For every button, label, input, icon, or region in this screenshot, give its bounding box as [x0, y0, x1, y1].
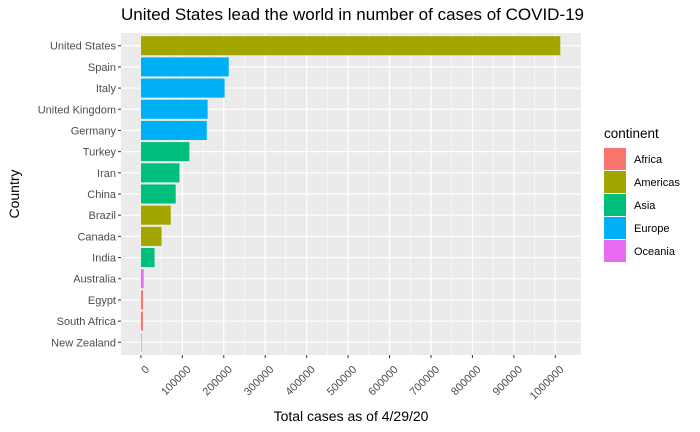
bar-australia — [140, 269, 144, 289]
y-tick-label: South Africa — [57, 316, 117, 328]
x-tick-label: 1000000 — [528, 364, 567, 403]
legend-key-americas — [604, 171, 626, 193]
y-tick-label: New Zealand — [51, 337, 116, 349]
bar-egypt — [140, 290, 144, 310]
x-axis-title: Total cases as of 4/29/20 — [274, 408, 429, 424]
bar-united-kingdom — [140, 99, 208, 119]
bar-china — [140, 184, 176, 204]
bar-brazil — [140, 205, 171, 225]
y-tick-label: Brazil — [88, 210, 116, 222]
y-tick-label: Australia — [73, 274, 117, 286]
legend-label: Americas — [634, 177, 680, 189]
y-tick-label: Germany — [71, 125, 117, 137]
bar-spain — [140, 57, 229, 77]
bar-canada — [140, 226, 162, 246]
x-tick-label: 700000 — [408, 364, 442, 398]
x-tick-label: 400000 — [283, 364, 317, 398]
bar-italy — [140, 78, 225, 98]
x-tick-label: 200000 — [201, 364, 235, 398]
x-tick-label: 100000 — [159, 364, 193, 398]
y-tick-labels: United States Spain Italy United Kingdom Ger… — [38, 41, 121, 349]
bar-germany — [140, 120, 207, 140]
legend-label: Europe — [634, 223, 669, 235]
x-tick-label: 500000 — [325, 364, 359, 398]
y-tick-label: United States — [50, 41, 117, 53]
legend-label: Asia — [634, 200, 656, 212]
legend-key-africa — [604, 148, 626, 170]
x-tick-labels: 0 100000 200000 300000 400000 500000 600000 700… — [139, 355, 567, 403]
x-tick-label: 900000 — [491, 364, 525, 398]
bar-south-africa — [140, 311, 143, 331]
x-tick-label: 0 — [139, 364, 152, 377]
y-tick-label: Spain — [88, 62, 116, 74]
y-tick-label: Italy — [96, 83, 117, 95]
chart-title: United States lead the world in number o… — [121, 5, 584, 24]
bar-new-zealand — [140, 332, 142, 352]
y-tick-label: India — [92, 253, 117, 265]
legend-key-oceania — [604, 240, 626, 262]
y-tick-label: Canada — [77, 231, 116, 243]
bar-united-states — [140, 36, 561, 56]
legend-title: continent — [604, 126, 659, 141]
y-tick-label: China — [87, 189, 117, 201]
y-axis-title: Country — [6, 169, 22, 218]
y-tick-label: Egypt — [88, 295, 116, 307]
bars — [140, 36, 561, 352]
legend: continent Africa Americas Asia Europe Oceani… — [604, 126, 680, 262]
bar-turkey — [140, 142, 190, 162]
legend-label: Oceania — [634, 246, 676, 258]
x-tick-label: 800000 — [449, 364, 483, 398]
x-tick-label: 600000 — [366, 364, 400, 398]
legend-label: Africa — [634, 154, 663, 166]
x-tick-label: 300000 — [242, 364, 276, 398]
bar-iran — [140, 163, 180, 183]
bar-india — [140, 248, 155, 268]
y-tick-label: Iran — [97, 168, 116, 180]
legend-key-asia — [604, 194, 626, 216]
y-tick-label: United Kingdom — [38, 104, 116, 116]
y-tick-label: Turkey — [83, 147, 117, 159]
legend-key-europe — [604, 217, 626, 239]
